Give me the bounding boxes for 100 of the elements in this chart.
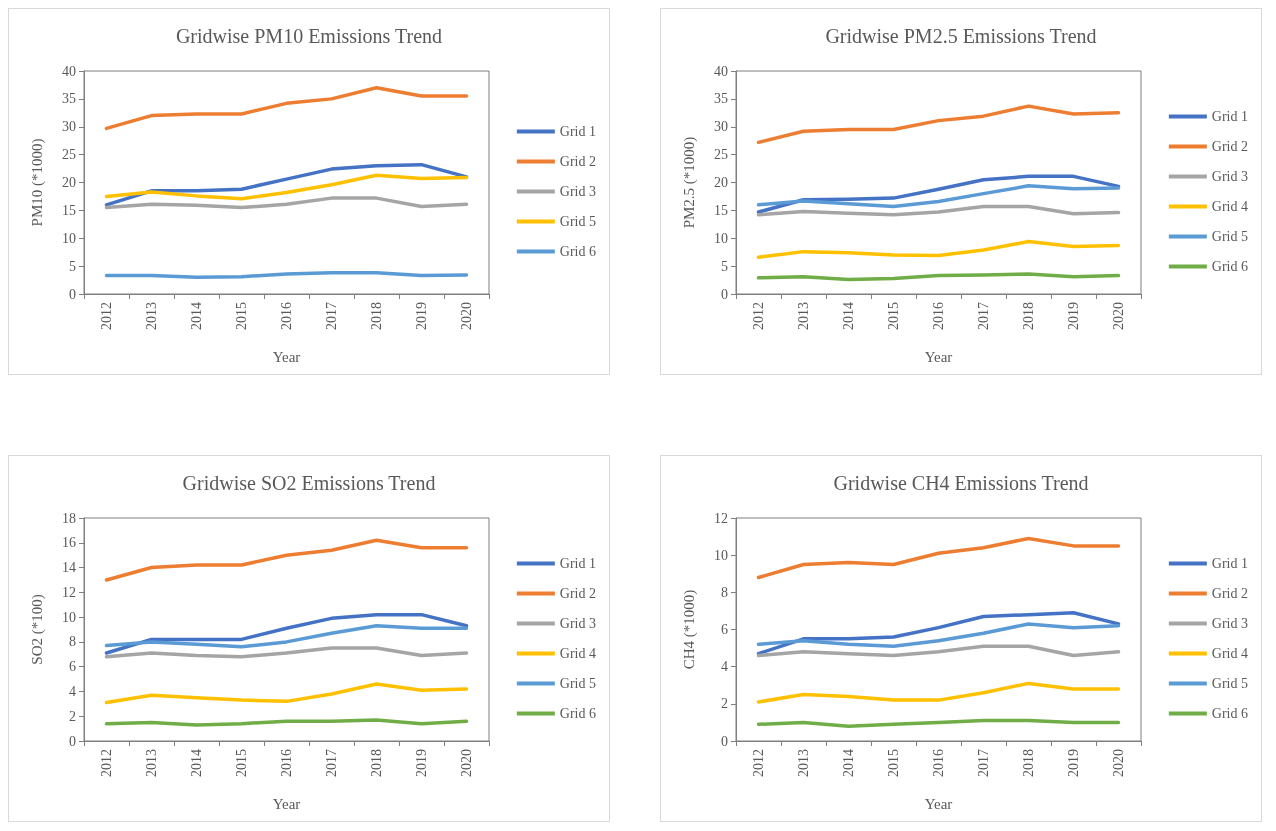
x-tick-label: 2017 bbox=[976, 302, 991, 330]
y-tick-label: 40 bbox=[714, 63, 728, 79]
legend-label: Grid 6 bbox=[559, 244, 597, 259]
y-tick-label: 14 bbox=[62, 560, 76, 576]
y-tick-label: 10 bbox=[714, 547, 728, 563]
y-tick-label: 15 bbox=[714, 202, 728, 218]
x-tick-label: 2018 bbox=[369, 749, 384, 777]
legend-label: Grid 4 bbox=[1211, 199, 1249, 214]
x-tick-label: 2017 bbox=[976, 749, 991, 777]
line-series bbox=[756, 104, 1121, 145]
legend-label: Grid 5 bbox=[1211, 229, 1249, 244]
x-tick-label: 2012 bbox=[99, 749, 114, 777]
x-tick-label: 2020 bbox=[459, 749, 474, 777]
legend-label: Grid 3 bbox=[1211, 616, 1249, 631]
line-series bbox=[104, 624, 469, 649]
y-tick-label: 0 bbox=[721, 286, 728, 302]
y-axis-title: SO2 (*100) bbox=[28, 594, 46, 665]
x-tick-label: 2019 bbox=[414, 749, 429, 777]
y-tick-label: 10 bbox=[62, 230, 76, 246]
x-tick-label: 2015 bbox=[234, 749, 249, 777]
line-series bbox=[756, 681, 1121, 704]
y-tick-label: 0 bbox=[69, 286, 76, 302]
x-tick-label: 2012 bbox=[751, 302, 766, 330]
y-tick-label: 5 bbox=[721, 258, 728, 274]
y-tick-label: 6 bbox=[69, 659, 76, 675]
x-tick-label: 2013 bbox=[796, 302, 811, 330]
y-tick-label: 0 bbox=[721, 733, 728, 749]
y-tick-label: 10 bbox=[714, 230, 728, 246]
x-tick-label: 2020 bbox=[1111, 302, 1126, 330]
y-tick-label: 16 bbox=[62, 535, 76, 551]
y-tick-label: 25 bbox=[714, 147, 728, 163]
x-tick-label: 2012 bbox=[751, 749, 766, 777]
x-tick-label: 2019 bbox=[414, 302, 429, 330]
line-series bbox=[104, 196, 469, 210]
y-axis-title: PM2.5 (*1000) bbox=[680, 136, 698, 229]
y-tick-label: 20 bbox=[714, 175, 728, 190]
line-series bbox=[756, 622, 1121, 648]
legend-label: Grid 2 bbox=[559, 586, 597, 601]
x-tick-label: 2018 bbox=[1021, 749, 1036, 777]
x-tick-label: 2013 bbox=[144, 749, 159, 777]
x-tick-label: 2014 bbox=[189, 302, 204, 330]
legend-label: Grid 5 bbox=[1211, 676, 1249, 691]
x-tick-label: 2014 bbox=[189, 749, 204, 777]
x-tick-label: 2017 bbox=[324, 749, 339, 777]
chart-title: Gridwise PM10 Emissions Trend bbox=[175, 25, 443, 47]
line-series bbox=[756, 536, 1121, 580]
legend-label: Grid 1 bbox=[1211, 556, 1249, 571]
x-tick-label: 2018 bbox=[1021, 302, 1036, 330]
y-tick-label: 18 bbox=[62, 510, 76, 526]
y-tick-label: 2 bbox=[721, 696, 728, 712]
legend-label: Grid 5 bbox=[559, 676, 597, 691]
y-tick-label: 6 bbox=[721, 622, 728, 637]
legend-label: Grid 5 bbox=[559, 214, 597, 229]
line-series bbox=[756, 611, 1121, 656]
x-tick-label: 2016 bbox=[279, 302, 294, 330]
y-tick-label: 5 bbox=[69, 258, 76, 274]
y-tick-label: 15 bbox=[62, 202, 76, 218]
legend-label: Grid 1 bbox=[559, 124, 597, 139]
x-tick-label: 2019 bbox=[1066, 749, 1081, 777]
x-tick-label: 2016 bbox=[931, 749, 946, 777]
x-tick-label: 2020 bbox=[459, 302, 474, 330]
legend-label: Grid 4 bbox=[559, 646, 597, 661]
x-tick-label: 2018 bbox=[369, 302, 384, 330]
y-tick-label: 0 bbox=[69, 733, 76, 749]
legend-label: Grid 4 bbox=[1211, 646, 1249, 661]
line-series bbox=[104, 173, 469, 201]
y-tick-label: 12 bbox=[714, 510, 728, 526]
legend-label: Grid 6 bbox=[1211, 706, 1249, 721]
chart-title: Gridwise CH4 Emissions Trend bbox=[833, 472, 1089, 494]
x-axis-title: Year bbox=[272, 348, 301, 365]
chart-title: Gridwise SO2 Emissions Trend bbox=[182, 472, 436, 494]
line-series bbox=[756, 239, 1121, 259]
y-tick-label: 12 bbox=[62, 584, 76, 600]
y-tick-label: 40 bbox=[62, 63, 76, 79]
x-tick-label: 2015 bbox=[886, 302, 901, 330]
line-series bbox=[756, 644, 1121, 658]
line-series bbox=[756, 204, 1121, 217]
legend-label: Grid 6 bbox=[559, 706, 597, 721]
x-tick-label: 2020 bbox=[1111, 749, 1126, 777]
x-axis-title: Year bbox=[924, 348, 953, 365]
y-tick-label: 4 bbox=[721, 659, 728, 675]
x-axis-title: Year bbox=[924, 795, 953, 812]
line-series bbox=[756, 174, 1121, 214]
x-tick-label: 2015 bbox=[886, 749, 901, 777]
legend-label: Grid 2 bbox=[559, 154, 597, 169]
x-tick-label: 2014 bbox=[841, 302, 856, 330]
y-tick-label: 30 bbox=[62, 119, 76, 135]
legend-label: Grid 3 bbox=[1211, 169, 1249, 184]
y-axis-title: CH4 (*1000) bbox=[680, 589, 698, 670]
y-tick-label: 30 bbox=[714, 119, 728, 135]
x-tick-label: 2013 bbox=[796, 749, 811, 777]
x-tick-label: 2019 bbox=[1066, 302, 1081, 330]
legend-label: Grid 3 bbox=[559, 184, 597, 199]
y-tick-label: 10 bbox=[62, 609, 76, 625]
y-tick-label: 8 bbox=[721, 584, 728, 600]
chart-title: Gridwise PM2.5 Emissions Trend bbox=[825, 25, 1097, 47]
legend-label: Grid 6 bbox=[1211, 259, 1249, 274]
line-series bbox=[104, 646, 469, 659]
legend-label: Grid 3 bbox=[559, 616, 597, 631]
legend-label: Grid 1 bbox=[559, 556, 597, 571]
